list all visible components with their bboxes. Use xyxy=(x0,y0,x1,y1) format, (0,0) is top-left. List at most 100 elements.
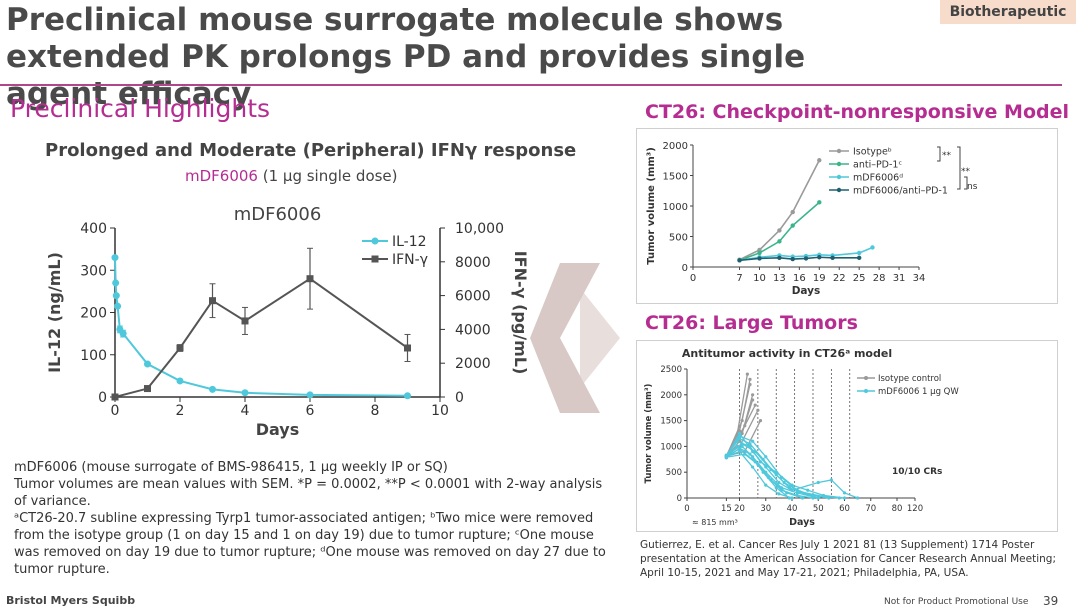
data-point xyxy=(787,496,791,500)
series-line xyxy=(739,159,821,261)
animal-line xyxy=(726,450,793,499)
data-point xyxy=(737,434,742,438)
data-point xyxy=(787,486,791,490)
y-tick-label-right: 0 xyxy=(455,390,464,406)
legend-label: mDF6006/anti–PD-1 xyxy=(853,186,948,197)
x-tick-label: 13 xyxy=(773,273,786,284)
y-tick-label-right: 8000 xyxy=(455,255,491,271)
page-number: 39 xyxy=(1043,594,1059,608)
footnote: Tumor volumes are mean values with SEM. … xyxy=(14,477,603,509)
significance-bracket xyxy=(937,146,941,162)
y-tick-label-right: 10,000 xyxy=(455,221,504,237)
data-point xyxy=(795,491,799,495)
data-point xyxy=(176,344,184,352)
legend-marker xyxy=(864,389,868,393)
data-point xyxy=(764,483,768,487)
x-tick-label: 2 xyxy=(176,403,185,419)
x-tick-label: 4 xyxy=(241,403,250,419)
x-tick-label: 31 xyxy=(893,273,906,284)
data-point xyxy=(241,317,249,325)
data-point xyxy=(795,488,799,492)
legend-marker xyxy=(371,255,379,263)
bottom-panel-title: CT26: Large Tumors xyxy=(645,312,858,334)
footnote: mDF6006 (mouse surrogate of BMS-986415, … xyxy=(14,460,448,475)
dose-text: (1 µg single dose) xyxy=(262,167,398,185)
y-tick-label: 2000 xyxy=(663,141,688,152)
data-point xyxy=(111,254,119,262)
data-point xyxy=(785,491,789,495)
x-tick-label: 70 xyxy=(865,504,876,514)
data-point xyxy=(740,444,744,448)
legend-marker xyxy=(836,174,842,180)
promo-disclaimer: Not for Product Promotional Use xyxy=(884,597,1029,607)
data-point xyxy=(740,442,744,446)
data-point xyxy=(827,496,831,500)
y-axis-label: Tumor volume (mm³) xyxy=(646,147,657,265)
data-point xyxy=(803,256,809,261)
legend-label: anti–PD-1ᶜ xyxy=(853,160,902,171)
data-point xyxy=(753,449,757,454)
data-point xyxy=(751,439,755,443)
animal-line xyxy=(725,435,829,499)
checkpoint-tumor-chart: 0 500 1000 1500 2000 0 7 10 13 16 19 22 25 28 31 34 Days… xyxy=(646,141,978,297)
company-logo: Bristol Myers Squibb xyxy=(6,594,136,607)
y-axis-label-left: IL-12 (ng/mL) xyxy=(45,252,64,373)
animal-line xyxy=(725,443,840,499)
data-point xyxy=(856,250,862,256)
significance-bracket xyxy=(957,146,961,190)
legend-label: mDF6006ᵈ xyxy=(853,173,903,184)
x-tick-label: 50 xyxy=(813,504,824,514)
data-point xyxy=(856,255,862,261)
data-point xyxy=(774,486,778,490)
data-point xyxy=(724,455,728,459)
data-point xyxy=(751,393,755,397)
x-axis-label: Days xyxy=(792,285,821,297)
data-point xyxy=(856,496,860,500)
y-tick-label-right: 4000 xyxy=(455,322,491,338)
y-tick-label: 0 xyxy=(677,494,682,504)
data-point xyxy=(842,491,847,495)
x-tick-label: 60 xyxy=(839,504,850,514)
chevron-right-shape xyxy=(580,288,620,388)
data-point xyxy=(790,496,794,500)
y-tick-label-right: 6000 xyxy=(455,289,491,305)
legend-label: IFN-γ xyxy=(392,252,428,268)
data-point xyxy=(306,391,314,399)
x-tick-label: 28 xyxy=(873,273,886,284)
top-panel-title: CT26: Checkpoint-nonresponsive Model xyxy=(645,101,1069,123)
data-point xyxy=(111,393,119,401)
y-tick-label: 1000 xyxy=(660,442,682,452)
y-tick-label-left: 100 xyxy=(80,348,107,364)
data-point xyxy=(404,392,411,400)
data-point xyxy=(817,158,822,163)
data-point xyxy=(209,297,216,305)
y-tick-label: 1500 xyxy=(663,172,688,183)
significance-mark: ** xyxy=(942,151,952,161)
y-axis-label: Tumor volume (mm³) xyxy=(644,383,654,483)
x-tick-label: 25 xyxy=(853,273,866,284)
data-point xyxy=(777,228,782,233)
baseline-note: ≈ 815 mm³ xyxy=(692,518,738,527)
data-point xyxy=(114,302,122,310)
x-tick-label: 22 xyxy=(833,273,846,284)
data-point xyxy=(800,496,805,500)
data-point xyxy=(758,460,763,464)
data-point xyxy=(769,468,773,472)
data-point xyxy=(144,385,151,393)
legend-marker xyxy=(836,187,842,193)
data-point xyxy=(753,403,757,407)
section-heading: Preclinical Highlights xyxy=(10,94,271,123)
significance-bracket xyxy=(964,176,968,190)
cr-annotation: 10/10 CRs xyxy=(892,467,942,477)
data-point xyxy=(735,444,739,448)
footnote: ᵃCT26-20.7 subline expressing Tyrp1 tumo… xyxy=(14,511,606,577)
data-point xyxy=(737,449,742,454)
data-point xyxy=(829,478,833,482)
chart-title: Antitumor activity in CT26ᵃ model xyxy=(682,347,892,360)
x-tick-label: 20 xyxy=(734,504,745,514)
animal-line xyxy=(725,445,790,499)
data-point xyxy=(777,480,781,485)
data-point xyxy=(777,255,782,261)
data-point xyxy=(811,493,815,498)
